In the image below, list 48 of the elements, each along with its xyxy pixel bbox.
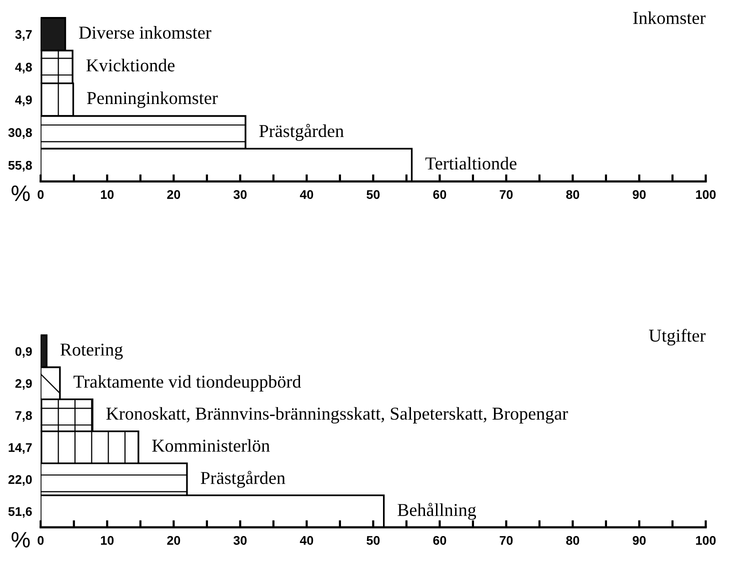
x-tick-label: 60 bbox=[433, 536, 446, 545]
x-tick-label: 100 bbox=[696, 536, 716, 545]
y-tick-label: Prästgården bbox=[200, 470, 286, 488]
y-tick-label: Rotering bbox=[60, 344, 123, 360]
x-tick-label: 20 bbox=[167, 190, 180, 199]
y-tick-label: Prästgården bbox=[259, 124, 344, 141]
chart-title: Inkomster bbox=[633, 11, 706, 24]
x-tick-label: 80 bbox=[566, 536, 580, 545]
x-axis-title: % bbox=[12, 532, 30, 548]
x-tick-label: 0 bbox=[38, 536, 44, 545]
x-tick-label: 80 bbox=[566, 190, 580, 199]
x-tick-label: 70 bbox=[500, 190, 513, 199]
data-label: 22,0 bbox=[8, 475, 32, 486]
x-tick-label: 70 bbox=[500, 536, 513, 545]
y-tick-label: Komministerlön bbox=[152, 439, 270, 452]
x-tick-label: 20 bbox=[167, 536, 180, 545]
data-label: 51,6 bbox=[8, 507, 32, 518]
data-label: 30,8 bbox=[8, 128, 32, 139]
data-label: 2,9 bbox=[15, 379, 32, 390]
data-label: 4,9 bbox=[15, 95, 32, 106]
x-tick-label: 90 bbox=[632, 536, 646, 545]
x-tick-label: 60 bbox=[433, 190, 446, 199]
y-tick-label: Traktamente vid tiondeuppbörd bbox=[74, 375, 302, 392]
x-axis-title: % bbox=[12, 186, 30, 202]
y-tick-label: Penninginkomster bbox=[87, 91, 218, 108]
x-tick-label: 90 bbox=[632, 190, 646, 199]
x-tick-label: 10 bbox=[100, 536, 114, 545]
x-tick-label: 30 bbox=[234, 536, 247, 545]
y-tick-label: Kvicktionde bbox=[86, 58, 174, 72]
data-label: 7,8 bbox=[15, 411, 32, 422]
x-tick-label: 100 bbox=[696, 190, 716, 199]
x-tick-label: 50 bbox=[366, 536, 380, 545]
x-tick-label: 10 bbox=[100, 190, 114, 199]
y-tick-label: Diverse inkomster bbox=[79, 26, 212, 39]
x-tick-label: 0 bbox=[38, 190, 44, 199]
data-label: 3,7 bbox=[15, 30, 32, 41]
y-tick-label: Behållning bbox=[398, 502, 476, 520]
data-label: 0,9 bbox=[15, 347, 32, 358]
x-tick-label: 40 bbox=[300, 536, 314, 545]
x-tick-label: 40 bbox=[300, 190, 314, 199]
x-tick-label: 50 bbox=[366, 190, 380, 199]
y-tick-label: Tertialtionde bbox=[425, 156, 516, 170]
data-label: 14,7 bbox=[8, 443, 32, 454]
y-tick-label: Kronoskatt, Brännvins-bränningsskatt, Salpeterskatt, Bropengar bbox=[106, 407, 568, 424]
chart-title: Utgifter bbox=[648, 328, 706, 346]
data-label: 4,8 bbox=[15, 62, 32, 74]
x-tick-label: 30 bbox=[234, 190, 247, 199]
data-label: 55,8 bbox=[8, 160, 32, 172]
